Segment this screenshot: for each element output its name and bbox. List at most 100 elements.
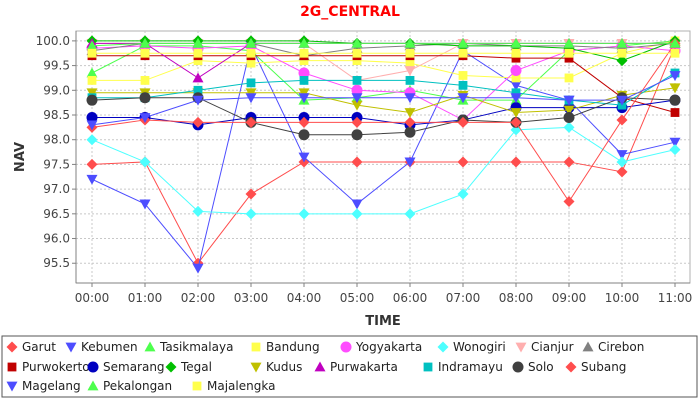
data-point (563, 111, 575, 123)
series-line (92, 40, 676, 81)
data-point (511, 88, 521, 98)
legend-swatch (423, 362, 433, 372)
data-point (298, 37, 310, 48)
data-point (351, 37, 363, 48)
data-point (139, 113, 151, 123)
data-point (669, 71, 681, 81)
data-point (510, 156, 522, 168)
x-tick-label: 05:00 (340, 291, 375, 305)
x-tick-label: 01:00 (128, 291, 163, 305)
x-tick-label: 08:00 (499, 291, 534, 305)
data-point (140, 76, 150, 85)
data-point (246, 48, 256, 58)
data-point (669, 94, 681, 106)
data-point (457, 156, 469, 168)
data-point (404, 93, 416, 104)
y-tick-label: 98.5 (43, 108, 70, 122)
data-point (617, 48, 627, 58)
legend-label: Yogyakarta (355, 340, 422, 354)
data-point (510, 65, 522, 77)
legend-item-magelang: Magelang (6, 379, 81, 393)
axes: 95.5 96.0 96.5 97.0 97.5 98.0 98.5 99.0 99.5 100.… (36, 31, 693, 305)
legend-label: Garut (22, 340, 56, 354)
data-point (192, 205, 204, 217)
data-point (86, 94, 98, 106)
y-tick-label: 97.0 (43, 182, 70, 196)
data-point (298, 208, 310, 220)
series-line (91, 75, 676, 126)
data-point (352, 48, 362, 58)
legend-item-purwokerto: Purwokerto (7, 360, 90, 374)
legend-item-purwakarta: Purwakarta (314, 360, 398, 374)
x-tick-label: 03:00 (234, 291, 269, 305)
plot-area (75, 30, 691, 284)
legend-swatch (250, 362, 262, 373)
data-point (458, 48, 468, 58)
legend-swatch (87, 380, 99, 391)
data-point (405, 76, 415, 85)
legend-label: Majalengka (207, 379, 275, 393)
y-tick-label: 96.5 (43, 207, 70, 221)
series-line (92, 55, 676, 114)
x-tick-label: 00:00 (75, 291, 110, 305)
data-point (139, 92, 151, 104)
series-line (92, 87, 676, 114)
data-point (404, 126, 416, 138)
data-point (86, 67, 98, 78)
legend-swatch (6, 381, 18, 392)
legend-label: Cirebon (598, 340, 644, 354)
data-point (457, 188, 469, 200)
x-tick-label: 02:00 (181, 291, 216, 305)
data-point (511, 73, 521, 83)
y-tick-label: 99.5 (43, 59, 70, 73)
data-point (351, 93, 363, 104)
data-point (351, 84, 363, 96)
legend-label: Kebumen (81, 340, 138, 354)
legend-item-majalengka: Majalengka (192, 379, 275, 393)
data-point (351, 208, 363, 220)
legend-swatch (65, 342, 77, 353)
data-point (87, 76, 97, 85)
legend-label: Wonogiri (453, 340, 506, 354)
series-garut (86, 40, 681, 269)
data-point (564, 53, 574, 63)
x-tick-label: 06:00 (393, 291, 428, 305)
data-point (511, 53, 521, 63)
data-point (511, 48, 521, 58)
legend-label: Purwokerto (22, 360, 90, 374)
data-point (246, 58, 256, 68)
data-point (298, 93, 310, 104)
data-point (351, 100, 363, 111)
legend-item-pekalongan: Pekalongan (87, 379, 172, 393)
data-point (669, 137, 681, 148)
data-point (87, 48, 97, 58)
data-point (563, 121, 575, 133)
series-line (92, 72, 676, 106)
data-point (245, 208, 257, 220)
series-pekalongan (86, 37, 681, 51)
x-tick-label: 11:00 (658, 291, 693, 305)
data-point (510, 108, 522, 119)
data-point (564, 73, 574, 83)
legend-swatch (87, 361, 99, 373)
legend-item-cirebon: Cirebon (582, 340, 644, 354)
data-point (140, 48, 150, 58)
series-layer (86, 35, 681, 274)
series-wonogiri (86, 121, 681, 220)
data-point (669, 83, 681, 94)
legend: Garut Kebumen Tasikmalaya Bandung Yogyakarta… (1, 335, 698, 398)
data-point (616, 37, 628, 48)
data-point (245, 93, 257, 104)
data-point (351, 129, 363, 141)
data-point (457, 93, 469, 104)
plot-background (75, 30, 691, 284)
data-point (510, 37, 522, 48)
legend-label: Cianjur (531, 340, 574, 354)
legend-label: Indramayu (438, 360, 503, 374)
data-point (404, 108, 416, 119)
legend-swatch (144, 341, 156, 352)
legend-swatch (437, 341, 449, 353)
data-point (245, 188, 257, 200)
series-line (91, 42, 675, 47)
data-point (192, 37, 204, 48)
